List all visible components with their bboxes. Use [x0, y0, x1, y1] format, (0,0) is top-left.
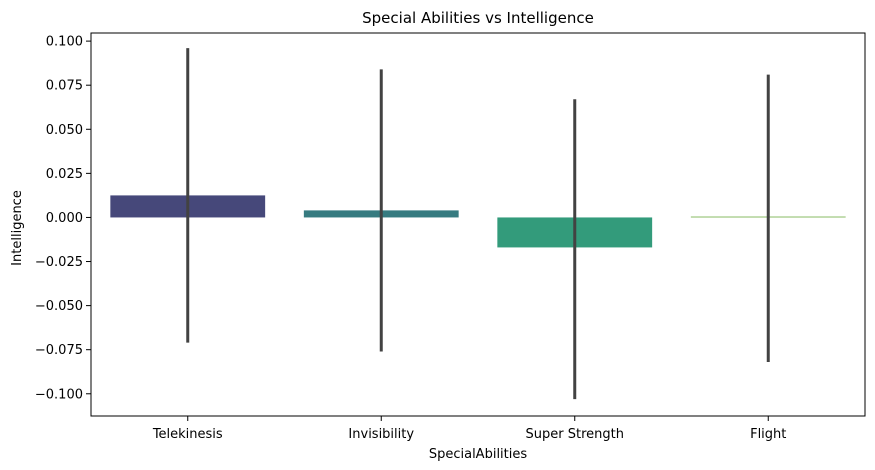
y-tick-label: 0.025 [46, 167, 83, 182]
x-axis-ticks: Telekinesis Invisibility Super Strength Fli… [152, 416, 786, 442]
y-tick-label: 0.050 [46, 123, 83, 138]
y-tick-label: −0.025 [35, 255, 83, 270]
chart-title: Special Abilities vs Intelligence [362, 9, 594, 27]
bars-layer [110, 195, 846, 248]
x-axis-label: SpecialAbilities [429, 447, 528, 462]
plot-frame [90, 32, 866, 417]
error-bars-layer [186, 48, 770, 400]
y-axis-ticks: −0.100 −0.075 −0.050 −0.025 0.000 0.025 0.050 0… [35, 35, 91, 402]
y-tick-label: −0.075 [35, 343, 83, 358]
x-tick-label: Flight [750, 427, 786, 442]
x-tick-label: Super Strength [526, 427, 624, 442]
y-tick-label: −0.050 [35, 299, 83, 314]
y-tick-label: 0.000 [46, 211, 83, 226]
x-tick-label: Invisibility [348, 427, 414, 442]
y-tick-label: 0.100 [46, 35, 83, 50]
y-tick-label: −0.100 [35, 387, 83, 402]
x-tick-label: Telekinesis [152, 427, 223, 442]
y-axis-label: Intelligence [10, 190, 25, 266]
y-tick-label: 0.075 [46, 79, 83, 94]
